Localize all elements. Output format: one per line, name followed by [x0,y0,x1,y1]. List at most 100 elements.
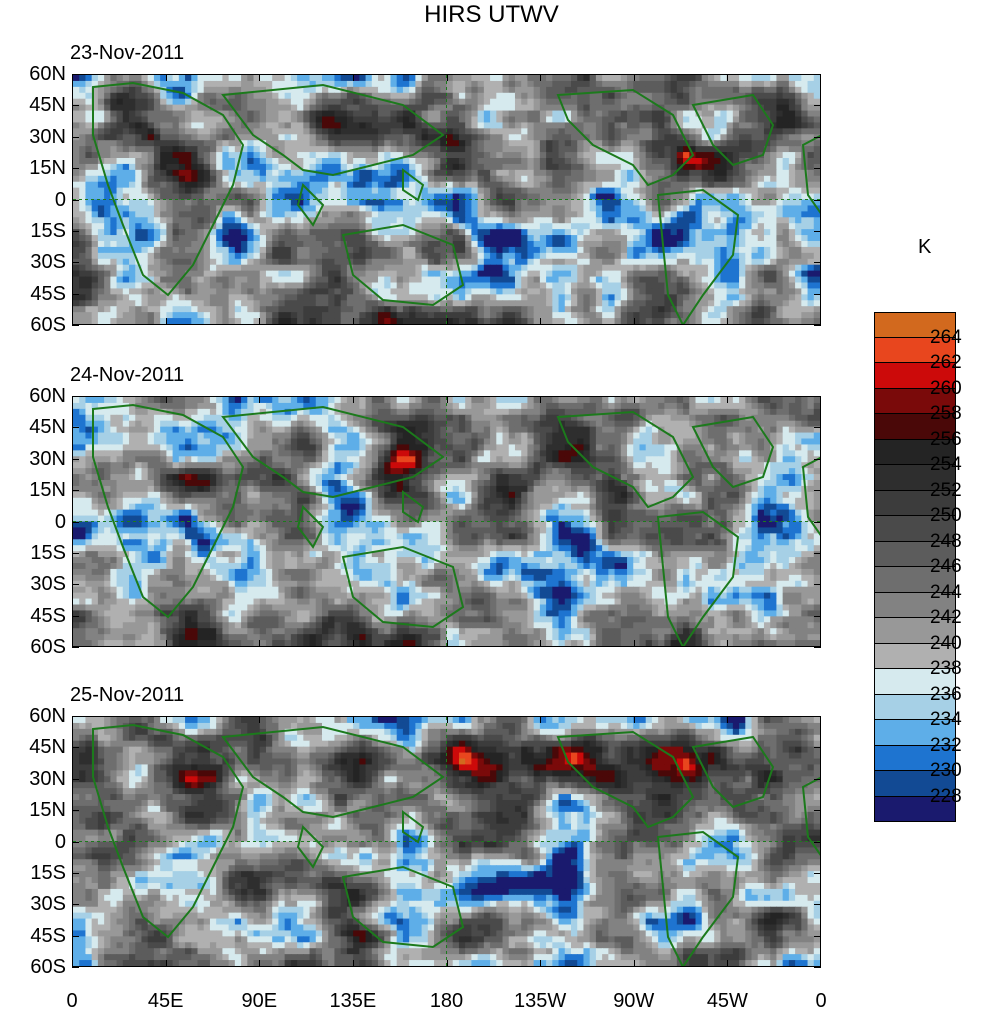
latitude-tick [814,747,821,749]
longitude-tick [259,318,261,325]
longitude-tick [165,396,167,403]
colorbar-swatch [874,796,956,822]
latitude-tick [814,778,821,780]
coastline [341,545,465,629]
colorbar-label: 258 [930,403,962,424]
latitude-label: 15N [29,479,66,502]
longitude-tick [165,318,167,325]
latitude-tick [814,74,821,75]
longitude-tick [72,318,73,325]
longitude-tick [633,318,635,325]
latitude-tick [72,325,79,326]
panel-date: 25-Nov-2011 [70,684,185,706]
utwv-field [73,397,820,646]
latitude-label: 60S [30,956,66,978]
colorbar-swatch [874,541,956,567]
latitude-label: 45N [29,416,66,439]
longitude-tick [259,716,261,723]
longitude-tick [259,74,261,81]
latitude-tick [814,458,821,460]
colorbar-label: 234 [930,709,962,730]
latitude-tick [72,521,79,523]
longitude-label: 0 [815,990,827,1012]
latitude-tick [72,841,79,843]
latitude-label: 15S [30,219,66,242]
latitude-label: 30S [30,573,66,596]
latitude-tick [72,904,79,906]
coastline [341,223,465,307]
latitude-tick [814,396,821,397]
latitude-label: 30N [29,447,66,470]
latitude-tick [72,872,79,874]
panel-date: 23-Nov-2011 [70,42,185,64]
latitude-label: 0 [54,510,66,533]
colorbar [874,312,956,822]
latitude-tick [814,904,821,906]
colorbar-label: 230 [930,760,962,781]
latitude-label: 45S [30,604,66,627]
coastline [691,93,775,167]
latitude-tick [72,810,79,812]
colorbar-label: 242 [930,607,962,628]
latitude-tick [72,168,79,170]
longitude-tick [72,960,73,967]
colorbar-swatch [874,771,956,797]
latitude-tick [72,293,79,295]
latitude-tick [814,136,821,138]
longitude-tick [446,716,448,723]
colorbar-swatch [874,312,956,338]
colorbar-swatch [874,439,956,465]
colorbar-swatch [874,720,956,746]
latitude-label: 45N [29,94,66,117]
longitude-tick [165,716,167,723]
latitude-label: 15S [30,541,66,564]
coastline [296,825,325,869]
latitude-tick [72,458,79,460]
latitude-label: 30N [29,125,66,148]
longitude-tick [540,716,542,723]
latitude-tick [814,810,821,812]
longitude-tick [446,318,448,325]
longitude-tick [540,640,542,647]
latitude-tick [72,105,79,107]
colorbar-swatch [874,669,956,695]
longitude-tick [352,960,354,967]
coastline [556,730,695,829]
latitude-tick [72,747,79,749]
coastline [341,865,465,949]
longitude-label: 90W [613,990,655,1012]
longitude-tick [633,716,635,723]
latitude-label: 60N [29,385,66,407]
longitude-label: 135E [329,990,377,1012]
latitude-tick [814,967,821,968]
longitude-tick [352,716,354,723]
longitude-tick [727,960,729,967]
latitude-tick [814,841,821,843]
coastline [556,410,695,509]
latitude-tick [814,168,821,170]
colorbar-swatch [874,363,956,389]
colorbar-label: 236 [930,683,962,705]
longitude-label: 90E [241,990,278,1012]
colorbar-label: 254 [930,454,962,475]
longitude-tick [727,318,729,325]
longitude-tick [446,74,448,81]
longitude-tick [820,640,821,647]
coastline [296,505,325,549]
latitude-label: 45N [29,736,66,759]
longitude-label: 135W [514,990,567,1012]
coastline [92,403,245,619]
latitude-tick [72,230,79,232]
utwv-field [73,75,820,324]
colorbar-label: 238 [930,658,962,679]
colorbar-label: 240 [930,632,962,654]
colorbar-label: 264 [930,326,962,348]
latitude-label: 30N [29,767,66,790]
latitude-tick [814,647,821,648]
longitude-tick [446,960,448,967]
longitude-tick [446,640,448,647]
latitude-tick [72,967,79,968]
coastline [221,83,445,177]
longitude-tick [352,640,354,647]
latitude-label: 60N [29,705,66,727]
